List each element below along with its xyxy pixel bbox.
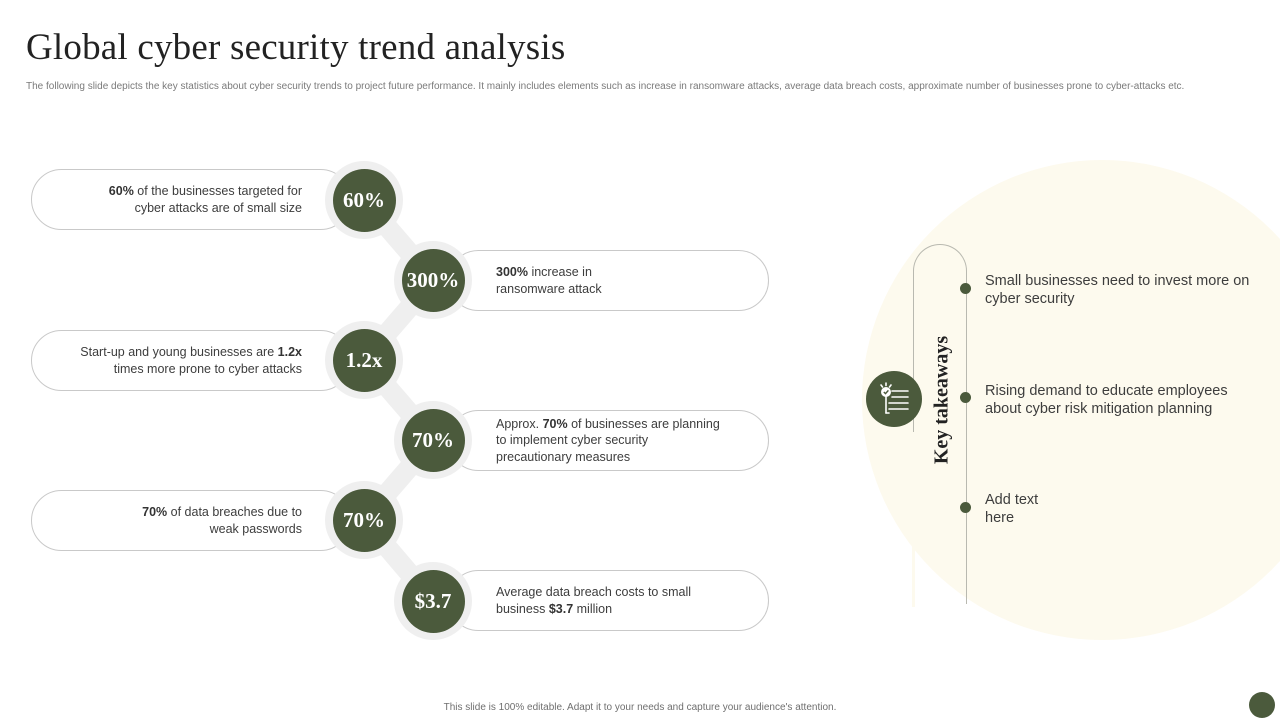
stat-card-small-business-targeted: 60% of the businesses targeted for cyber…	[31, 169, 351, 230]
stat-card-breach-cost: Average data breach costs to small busin…	[448, 570, 769, 631]
stat-badge: 70%	[332, 488, 396, 552]
corner-decoration	[1249, 692, 1275, 718]
takeaway-item: Rising demand to educate employees about…	[985, 383, 1228, 417]
stat-description: 60% of the businesses targeted for cyber…	[108, 184, 302, 215]
stat-card-weak-passwords: 70% of data breaches due to weak passwor…	[31, 490, 351, 551]
page-subtitle: The following slide depicts the key stat…	[26, 81, 1185, 92]
stat-badge: 60%	[332, 168, 396, 232]
takeaways-background	[862, 160, 1280, 640]
track-gap	[912, 432, 915, 607]
stat-card-security-planning: Approx. 70% of businesses are planning t…	[448, 410, 769, 471]
bullet-dot	[960, 283, 971, 294]
stat-card-ransomware-increase: 300% increase in ransomware attack	[448, 250, 769, 311]
stat-description: Average data breach costs to small busin…	[496, 585, 692, 616]
footer-note: This slide is 100% editable. Adapt it to…	[443, 702, 837, 713]
stat-badge-halo: 1.2x	[325, 321, 403, 399]
stat-description: 70% of data breaches due to weak passwor…	[142, 505, 302, 536]
takeaways-heading: Key takeaways	[930, 335, 953, 465]
stat-card-startups-prone: Start-up and young businesses are 1.2x t…	[31, 330, 351, 391]
takeaway-item: Small businesses need to invest more on …	[985, 273, 1250, 307]
takeaways-track-line	[913, 244, 967, 604]
stat-badge-halo: 70%	[325, 481, 403, 559]
stat-badge: 1.2x	[332, 328, 396, 392]
stat-badge: 300%	[401, 248, 465, 312]
stat-description: Start-up and young businesses are 1.2x t…	[80, 345, 302, 376]
bullet-dot	[960, 502, 971, 513]
stat-badge-halo: 70%	[394, 401, 472, 479]
stat-badge: 70%	[401, 408, 465, 472]
stat-badge: $3.7	[401, 569, 465, 633]
stat-badge-halo: 300%	[394, 241, 472, 319]
takeaway-item: Add text here	[985, 492, 1039, 526]
checklist-icon	[866, 371, 922, 427]
stat-badge-halo: $3.7	[394, 562, 472, 640]
page-title: Global cyber security trend analysis	[26, 27, 566, 68]
bullet-dot	[960, 392, 971, 403]
stat-description: Approx. 70% of businesses are planning t…	[496, 416, 720, 464]
stat-badge-halo: 60%	[325, 161, 403, 239]
stat-description: 300% increase in ransomware attack	[496, 265, 602, 296]
